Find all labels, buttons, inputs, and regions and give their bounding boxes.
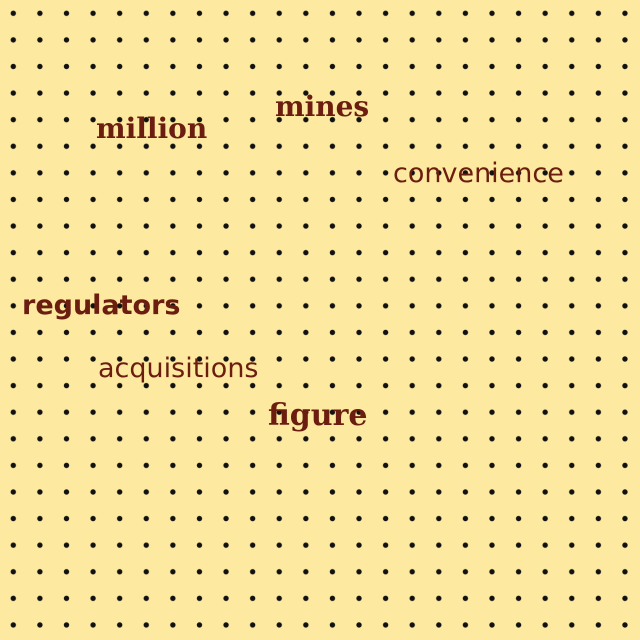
word-million: million: [96, 112, 208, 145]
word-mines: mines: [275, 90, 370, 123]
word-convenience: convenience: [393, 158, 564, 189]
word-regulators: regulators: [22, 290, 181, 321]
word-acquisitions: acquisitions: [98, 353, 259, 384]
word-figure: figure: [268, 398, 368, 433]
